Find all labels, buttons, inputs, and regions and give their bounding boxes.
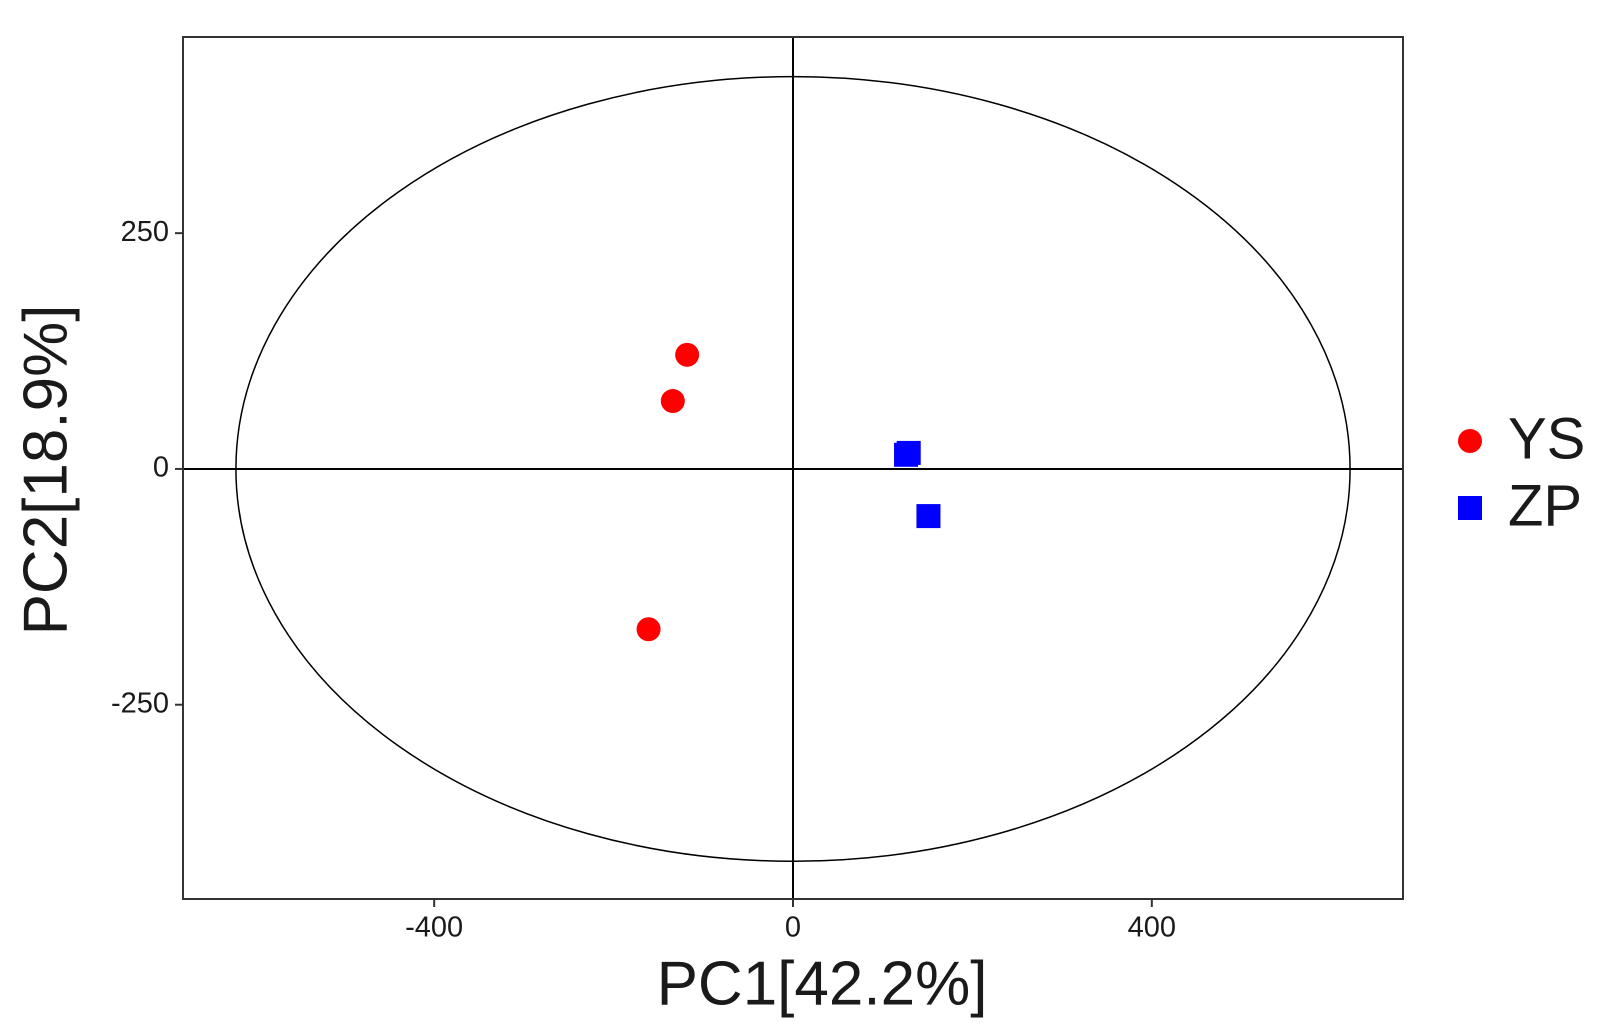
legend-marker [1458,429,1482,453]
y-tick-label: -250 [111,687,169,719]
x-axis-title: PC1[42.2%] [657,949,988,1018]
point [660,389,685,414]
x-tick-label: 400 [1128,912,1176,944]
y-tick-label: 0 [153,452,169,484]
point [636,617,661,642]
y-axis-title: PC2[18.9%] [11,305,80,636]
y-tick-label: 250 [121,216,169,248]
point [675,342,700,367]
legend-label: YS [1508,406,1585,471]
point [916,504,941,529]
x-tick-label: -400 [405,912,463,944]
point [894,442,919,467]
legend-marker [1458,496,1482,520]
x-tick-label: 0 [785,912,801,944]
legend-label: ZP [1508,473,1582,538]
